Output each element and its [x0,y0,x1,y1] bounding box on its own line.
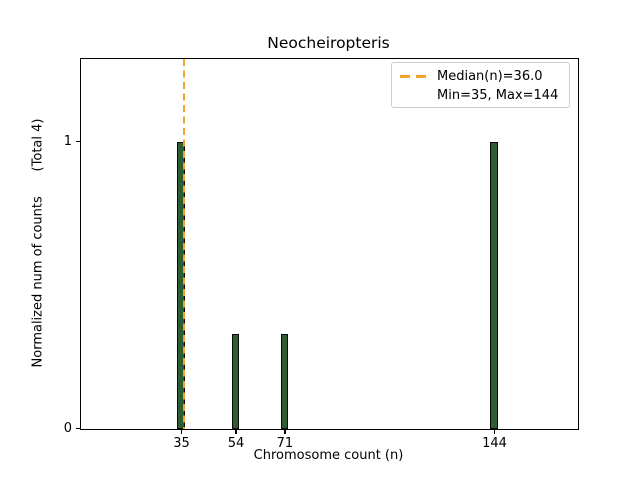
x-tick-35 [180,430,183,434]
y-tick-1 [76,140,80,143]
chart-title: Neocheiropteris [267,34,390,52]
legend-minmax-label: Min=35, Max=144 [437,88,559,103]
x-tick-label-35: 35 [173,436,190,451]
plot-area [80,58,579,430]
legend-median-label: Median(n)=36.0 [437,69,543,84]
bar-n71 [280,334,289,429]
x-tick-label-54: 54 [227,436,245,451]
legend-row-median: Median(n)=36.0 [400,67,561,86]
bar-n144 [490,142,498,429]
x-tick-label-71: 71 [276,436,294,451]
median-line [182,59,186,429]
x-tick-144 [493,430,496,434]
y-tick-label-1: 1 [63,133,72,149]
y-axis-label: Normalized num of counts (Total 4) [30,118,46,368]
y-tick-0 [76,427,80,430]
median-dashed-line-icon [400,74,428,79]
x-tick-71 [284,430,286,434]
legend: Median(n)=36.0 Min=35, Max=144 [391,62,570,108]
y-tick-label-0: 0 [63,420,72,436]
x-tick-54 [235,430,237,434]
bar-n54 [231,334,240,429]
x-tick-label-144: 144 [482,436,507,451]
legend-blank-handle [400,94,428,98]
legend-row-minmax: Min=35, Max=144 [400,86,561,105]
x-axis-label: Chromosome count (n) [253,448,404,463]
